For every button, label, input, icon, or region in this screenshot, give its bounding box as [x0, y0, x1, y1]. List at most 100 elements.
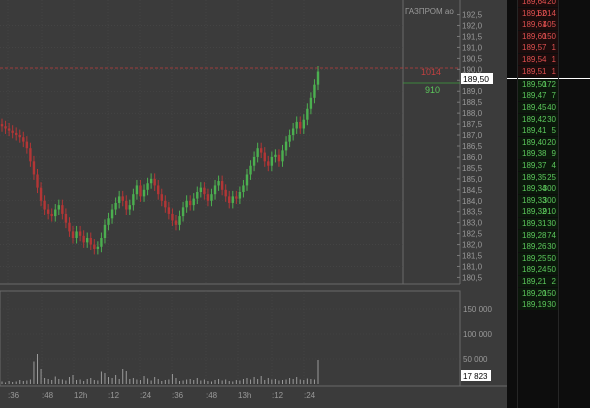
order-price: 189,62 — [522, 8, 547, 18]
time-label: :24 — [304, 391, 316, 400]
bid-row[interactable]: 189,33 300 — [507, 194, 590, 207]
price-chart[interactable]: 192,5192,0191,5191,0190,5190,0189,5189,0… — [0, 0, 507, 408]
volume-tick-label: 150 000 — [463, 305, 492, 314]
bid-row[interactable]: 189,35 25 — [507, 171, 590, 184]
ask-row[interactable]: 189,61 405 — [507, 19, 590, 31]
price-tick-label: 186,0 — [462, 153, 483, 162]
order-volume: 300 — [542, 195, 556, 205]
candle-body — [235, 196, 238, 199]
ask-marker-value: 1014 — [421, 67, 441, 77]
candle-body — [36, 174, 39, 188]
order-volume: 910 — [542, 207, 556, 217]
price-cell — [517, 30, 558, 42]
bid-row[interactable]: 189,45 40 — [507, 101, 590, 114]
candle-body — [22, 137, 25, 142]
candle-body — [142, 189, 146, 197]
order-volume: 7 — [551, 91, 556, 101]
bid-row[interactable]: 189,40 20 — [507, 136, 590, 149]
candle-body — [181, 207, 185, 217]
candle-body — [146, 183, 149, 190]
order-price: 189,38 — [522, 149, 547, 159]
price-tick-label: 188,5 — [462, 98, 483, 107]
price-cell — [517, 217, 558, 229]
ask-row[interactable]: 189,51 1 — [507, 65, 590, 78]
chart-area[interactable]: 192,5192,0191,5191,0190,5190,0189,5189,0… — [0, 0, 507, 408]
candle-body — [199, 187, 203, 192]
time-label: :24 — [140, 391, 152, 400]
price-cell — [517, 113, 558, 125]
candle-body — [43, 200, 46, 210]
price-cell — [517, 194, 558, 206]
order-volume: 5 — [551, 126, 556, 136]
candle-body — [316, 71, 320, 85]
order-price: 189,28 — [522, 230, 547, 240]
ask-row[interactable]: 189,54 1 — [507, 54, 590, 66]
price-cell — [517, 42, 558, 54]
volume-tick-label: 100 000 — [463, 330, 492, 339]
bid-row[interactable]: 189,42 30 — [507, 113, 590, 126]
candle-body — [309, 97, 313, 109]
price-cell — [517, 65, 558, 77]
price-cell — [517, 299, 558, 311]
price-cell — [517, 241, 558, 253]
bid-row[interactable]: 189,41 5 — [507, 125, 590, 137]
time-label: :12 — [108, 391, 120, 400]
candle-body — [281, 150, 284, 162]
order-volume: 30 — [547, 218, 556, 228]
bid-row[interactable]: 189,37 4 — [507, 159, 590, 172]
time-label: :12 — [272, 391, 284, 400]
candle-body — [57, 205, 61, 210]
candle-body — [11, 130, 14, 133]
order-volume: 25 — [547, 172, 556, 182]
bid-row[interactable]: 189,20 150 — [507, 287, 590, 300]
price-cell — [517, 264, 558, 276]
ask-row[interactable]: 189,60 150 — [507, 30, 590, 43]
candle-body — [203, 187, 206, 195]
order-price: 189,34 — [522, 184, 547, 194]
bid-row[interactable]: 189,28 74 — [507, 229, 590, 242]
ask-row[interactable]: 189,62 1 014 — [507, 7, 590, 20]
bid-row[interactable]: 189,31 30 — [507, 217, 590, 230]
bid-row[interactable]: 189,24 50 — [507, 264, 590, 276]
candle-body — [206, 194, 210, 201]
candle-body — [32, 161, 36, 175]
order-volume: 1 — [551, 43, 556, 53]
candle-body — [284, 141, 288, 151]
order-book[interactable]: 189,64 20 189,62 1 014 189,61 405 189,60 150 189… — [507, 0, 590, 408]
candle-body — [100, 238, 103, 247]
candle-body — [188, 200, 192, 206]
bid-row[interactable]: 189,47 7 — [507, 90, 590, 102]
candle-body — [89, 238, 92, 245]
candle-body — [103, 224, 107, 238]
ask-row[interactable]: 189,57 1 — [507, 42, 590, 54]
bid-row[interactable]: 189,50 172 — [507, 78, 590, 91]
order-volume: 30 — [547, 300, 556, 310]
ask-row[interactable]: 189,64 20 — [507, 0, 590, 8]
bid-row[interactable]: 189,19 30 — [507, 299, 590, 311]
candle-body — [114, 202, 117, 210]
candle-body — [238, 192, 242, 199]
bid-row[interactable]: 189,34 300 — [507, 183, 590, 195]
candle-body — [4, 126, 7, 129]
candle-body — [117, 196, 121, 203]
price-cell — [517, 7, 558, 19]
time-label: :48 — [206, 391, 218, 400]
bid-row[interactable]: 189,21 2 — [507, 275, 590, 288]
order-price: 189,47 — [522, 91, 547, 101]
candle-body — [178, 216, 181, 225]
bid-row[interactable]: 189,38 9 — [507, 148, 590, 160]
order-price: 189,31 — [522, 218, 547, 228]
price-tick-label: 189,0 — [462, 87, 483, 96]
candle-body — [174, 220, 178, 225]
price-cell — [517, 78, 558, 90]
candle-body — [18, 135, 21, 138]
price-tick-label: 181,5 — [462, 252, 483, 261]
column-divider — [558, 0, 559, 408]
bid-row[interactable]: 189,26 30 — [507, 241, 590, 253]
candle-body — [270, 156, 274, 166]
price-tick-label: 180,5 — [462, 273, 483, 282]
candle-body — [306, 108, 309, 120]
order-volume: 172 — [542, 79, 556, 89]
bid-row[interactable]: 189,32 910 — [507, 206, 590, 218]
bid-row[interactable]: 189,25 50 — [507, 252, 590, 265]
